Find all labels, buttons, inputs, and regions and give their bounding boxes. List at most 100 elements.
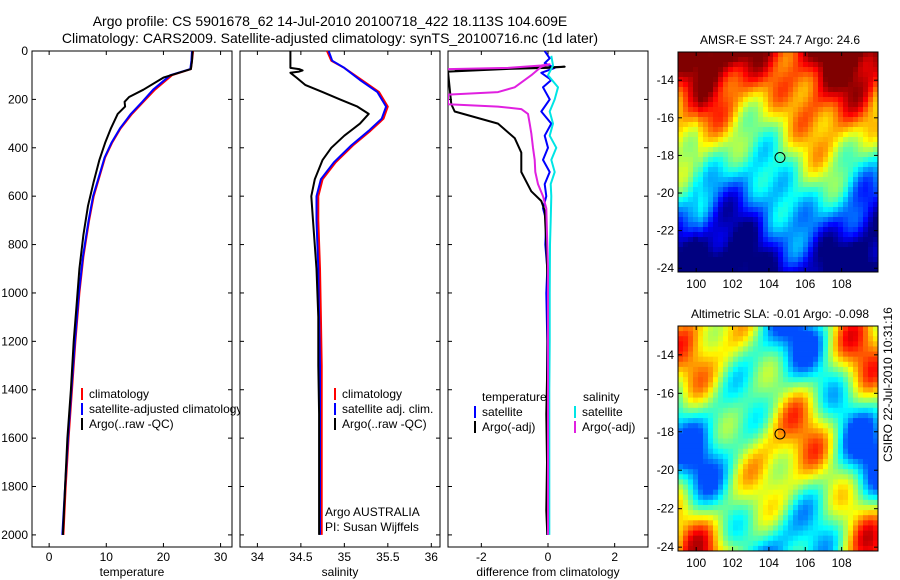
heatmap-cell — [683, 167, 689, 173]
heatmap-cell — [748, 92, 754, 98]
heatmap-cell — [858, 448, 864, 455]
heatmap-cell — [713, 202, 719, 208]
heatmap-cell — [753, 510, 759, 516]
heatmap-cell — [708, 217, 714, 223]
heatmap-cell — [723, 535, 729, 542]
heatmap-cell — [848, 458, 854, 465]
heatmap-cell — [738, 137, 744, 143]
y-tick-label: 600 — [8, 189, 28, 203]
heatmap-cell — [783, 227, 789, 233]
heatmap-cell — [768, 242, 774, 248]
heatmap-cell — [873, 242, 879, 248]
heatmap-cell — [818, 57, 824, 63]
heatmap-cell — [828, 407, 834, 414]
heatmap-cell — [703, 336, 709, 342]
heatmap-cell — [848, 127, 854, 133]
heatmap-cell — [853, 433, 859, 439]
heatmap-cell — [808, 474, 814, 480]
heatmap-cell — [808, 92, 814, 98]
heatmap-cell — [808, 152, 814, 158]
heatmap-cell — [758, 418, 764, 424]
heatmap-cell — [843, 525, 849, 531]
heatmap-cell — [843, 102, 849, 108]
heatmap-cell — [768, 162, 774, 168]
heatmap-cell — [713, 237, 719, 243]
heatmap-cell — [788, 187, 794, 193]
heatmap-cell — [703, 499, 709, 506]
heatmap-cell — [838, 87, 844, 93]
heatmap-cell — [778, 489, 784, 496]
heatmap-cell — [868, 535, 874, 542]
heatmap-cell — [848, 397, 854, 404]
heatmap-cell — [703, 392, 709, 398]
heatmap-cell — [703, 57, 709, 63]
heatmap-cell — [768, 489, 774, 496]
heatmap-cell — [683, 202, 689, 208]
heatmap-cell — [848, 217, 854, 223]
heatmap-cell — [713, 545, 719, 552]
heatmap-cell — [688, 361, 694, 368]
heatmap-cell — [868, 346, 874, 352]
heatmap-cell — [853, 187, 859, 193]
heatmap-cell — [693, 520, 699, 526]
heatmap-cell — [683, 326, 689, 332]
heatmap-cell — [853, 92, 859, 98]
heatmap-cell — [798, 479, 804, 485]
heatmap-cell — [703, 122, 709, 128]
heatmap-cell — [748, 351, 754, 358]
heatmap-cell — [718, 397, 724, 404]
heatmap-cell — [713, 217, 719, 223]
heatmap-cell — [703, 97, 709, 103]
heatmap-cell — [773, 510, 779, 516]
heatmap-cell — [733, 366, 739, 373]
heatmap-cell — [688, 72, 694, 78]
heatmap-cell — [788, 87, 794, 93]
heatmap-cell — [868, 530, 874, 537]
heatmap-cell — [868, 247, 874, 253]
heatmap-cell — [823, 366, 829, 373]
heatmap-cell — [833, 252, 839, 258]
heatmap-cell — [873, 331, 879, 337]
heatmap-cell — [718, 217, 724, 223]
heatmap-cell — [743, 469, 749, 475]
heatmap-cell — [713, 207, 719, 213]
heatmap-cell — [703, 484, 709, 491]
heatmap-cell — [713, 62, 719, 68]
heatmap-cell — [793, 142, 799, 148]
heatmap-cell — [743, 222, 749, 228]
heatmap-cell — [863, 515, 869, 521]
heatmap-cell — [783, 147, 789, 153]
heatmap-cell — [868, 448, 874, 455]
heatmap-cell — [713, 87, 719, 93]
heatmap-cell — [873, 187, 879, 193]
heatmap-cell — [733, 242, 739, 248]
heatmap-cell — [833, 499, 839, 506]
heatmap-cell — [738, 469, 744, 475]
heatmap-cell — [768, 484, 774, 491]
heatmap-cell — [808, 122, 814, 128]
heatmap-cell — [743, 484, 749, 491]
heatmap-cell — [743, 464, 749, 470]
heatmap-cell — [678, 192, 684, 198]
heatmap-cell — [748, 494, 754, 501]
heatmap-cell — [738, 152, 744, 158]
heatmap-cell — [788, 197, 794, 203]
heatmap-cell — [838, 132, 844, 138]
heatmap-cell — [723, 212, 729, 218]
heatmap-cell — [843, 479, 849, 485]
heatmap-cell — [708, 62, 714, 68]
heatmap-cell — [858, 525, 864, 531]
heatmap-cell — [828, 122, 834, 128]
heatmap-cell — [753, 97, 759, 103]
heatmap-cell — [798, 366, 804, 373]
heatmap-cell — [873, 92, 879, 98]
heatmap-cell — [853, 232, 859, 238]
heatmap-cell — [723, 397, 729, 404]
heatmap-cell — [683, 382, 689, 388]
heatmap-cell — [688, 443, 694, 450]
heatmap-cell — [873, 172, 879, 178]
heatmap-cell — [718, 232, 724, 238]
heatmap-cell — [843, 412, 849, 419]
heatmap-cell — [688, 207, 694, 213]
heatmap-cell — [813, 82, 819, 88]
